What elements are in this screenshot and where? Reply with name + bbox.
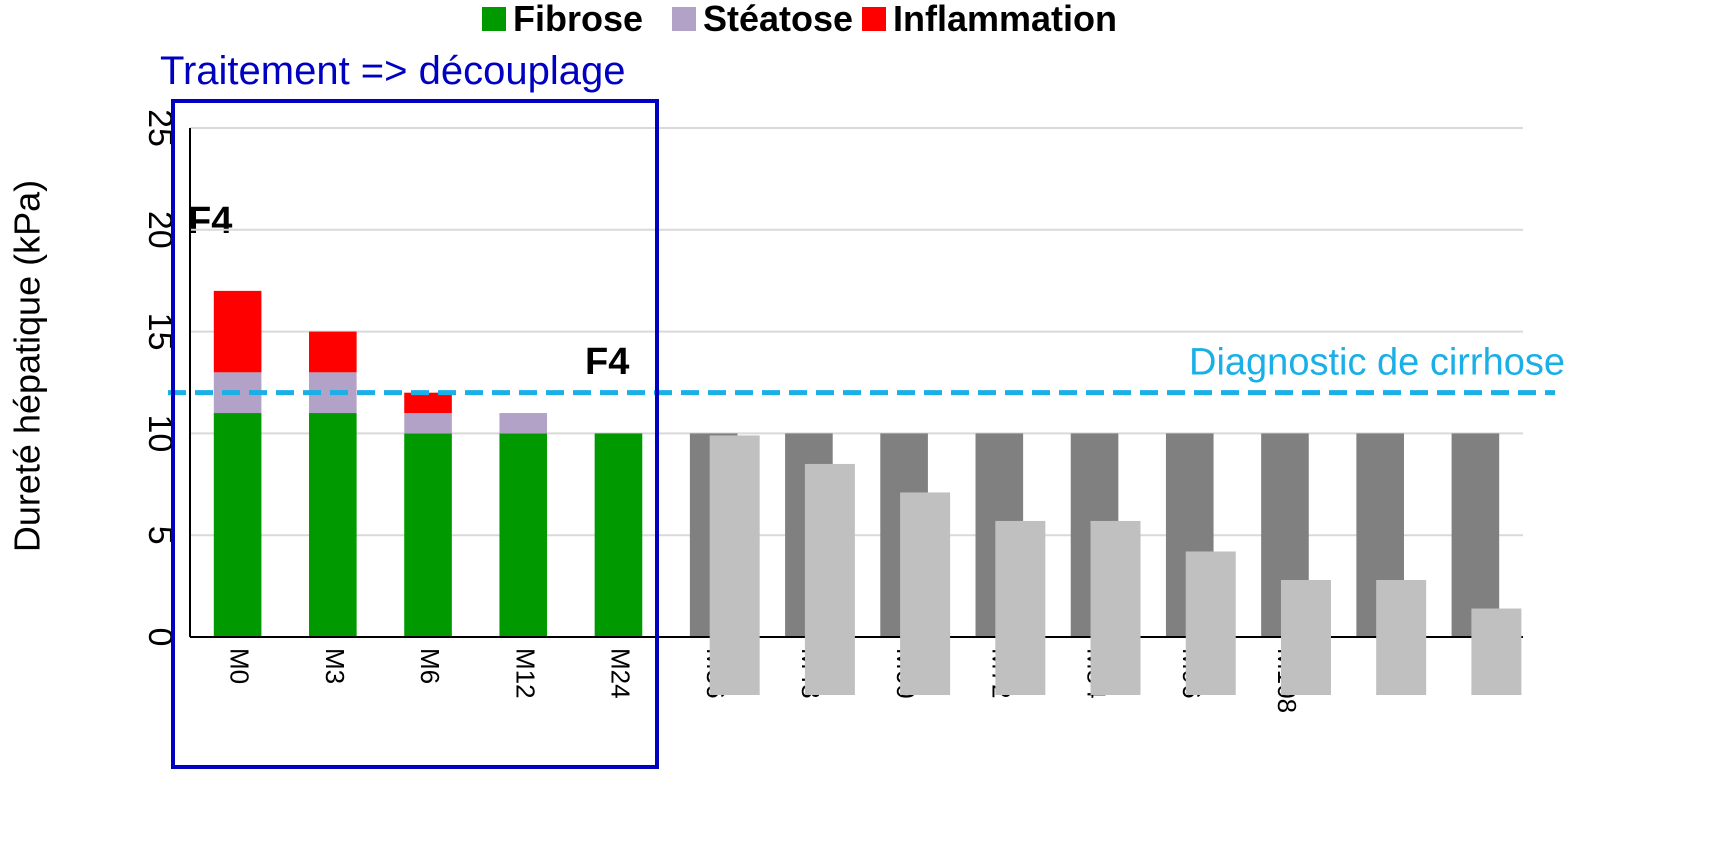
bar-segment [1451,433,1500,637]
x-tick-label: M6 [415,648,445,684]
bar-segment [309,331,357,373]
annotation: F4 [585,341,629,383]
treatment-box [171,99,659,769]
overlay-bar [1471,608,1522,695]
bar-segment [404,433,452,637]
overlay-bar [900,492,951,695]
x-tick-label: M24 [606,648,636,699]
legend-swatch [672,7,696,31]
legend-label: Fibrose [513,0,643,39]
bar-segment [404,392,452,414]
x-tick-label: M3 [320,648,350,684]
overlay-bar [1185,551,1236,695]
annotation: F4 [188,200,232,242]
overlay-bar [1280,579,1331,695]
y-axis-title: Dureté hépatique (kPa) [7,180,48,552]
bar-segment [499,433,548,637]
bar-segment [499,413,548,434]
overlay-bar [995,520,1046,695]
legend-swatch [482,7,506,31]
y-tick-label: 0 [141,628,179,647]
overlay-bar [1090,520,1141,695]
box-title: Traitement => découplage [160,49,626,93]
overlay-bar [709,435,760,695]
bar-segment [213,290,262,373]
x-tick-label: M0 [225,648,255,684]
bar-segment [594,433,643,637]
bar-segment [213,413,262,637]
x-tick-label: M12 [510,648,540,699]
legend-label: Inflammation [893,0,1117,39]
legend-swatch [862,7,886,31]
y-tick-label: 5 [141,526,179,545]
overlay-bar [1376,579,1427,695]
overlay-bar [804,463,855,695]
bar-segment [404,413,452,434]
reference-label: Diagnostic de cirrhose [1189,342,1565,384]
legend-label: Stéatose [703,0,853,39]
bar-segment [309,413,357,637]
